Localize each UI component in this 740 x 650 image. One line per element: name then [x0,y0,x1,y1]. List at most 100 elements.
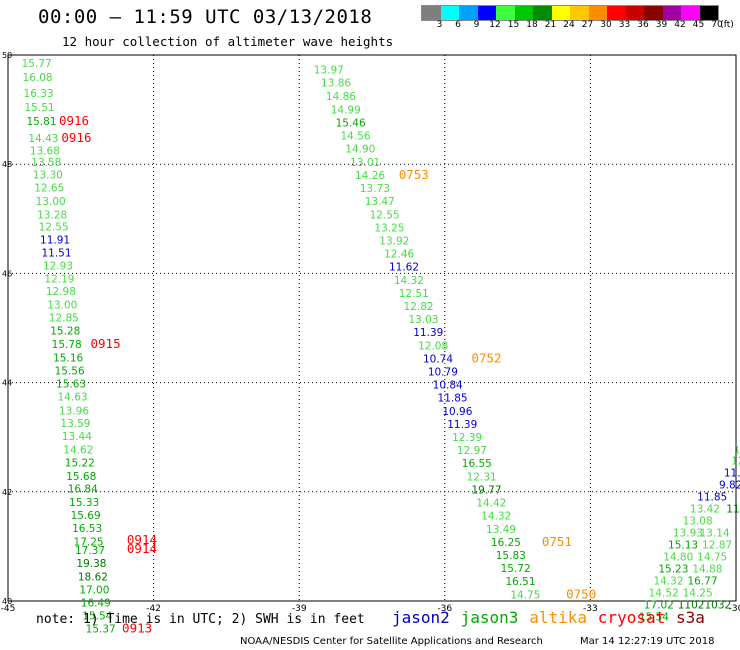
swh-label: 13.00 [36,196,66,208]
swh-label: 16.25 [491,537,521,549]
color-scale-label: 3 [436,20,443,30]
swh-label: 12.65 [34,183,64,195]
swh-label: 14.32 [481,511,511,523]
swh-label: 12.0 [731,456,740,468]
swh-label: 14.43 [28,133,58,145]
swh-label: 17.25 [74,536,104,548]
swh-label: 12.51 [399,288,429,300]
color-scale-swatch [551,6,570,20]
swh-label: 13.03 [408,314,438,326]
swh-label: 16.49 [81,597,111,609]
swh-label: 14.90 [345,144,375,156]
swh-label: 19.77 [471,484,501,496]
swh-label: 15.68 [66,471,96,483]
swh-label: 14.25 [683,588,713,600]
color-scale-swatch [607,6,626,20]
pass-time-label: 0916 [61,130,91,145]
swh-label: 16.84 [68,483,98,495]
swh-label: 14.86 [326,91,356,103]
swh-label: 10.84 [433,380,463,392]
swh-label: 11.51 [41,247,71,259]
pass-time-label: 0753 [399,167,429,182]
lon-tick-label: -36 [437,604,452,614]
swh-label: 13.58 [31,157,61,169]
lon-tick-label: -33 [583,604,598,614]
color-scale-swatch [422,6,441,20]
color-scale-swatch [588,6,607,20]
swh-label: 14.26 [355,170,385,182]
swh-label: 11.60 [724,468,740,480]
swh-label: 15.13 [668,540,698,552]
swh-label: 15.28 [50,326,80,338]
swh-label: 14.63 [58,392,88,404]
lat-tick-label: 40 [2,597,12,606]
swh-label: 11.91 [40,234,70,246]
swh-label: 15.22 [65,458,95,470]
lat-tick-label: 42 [2,488,12,497]
swh-label: 16.77 [687,576,717,588]
color-scale-label: 39 [655,20,668,30]
swh-label: 12.55 [39,221,69,233]
color-scale-swatch [514,6,533,20]
color-scale-swatch [699,6,718,20]
swh-label: 10.74 [423,353,453,365]
map-title: 00:00 – 11:59 UTC 03/13/2018 [38,6,373,28]
color-scale-label: 45 [692,20,705,30]
swh-label: 13.01 [350,157,380,169]
swh-label: 14.52 [649,588,679,600]
color-scale-label: 15 [507,20,520,30]
color-scale-swatch [440,6,459,20]
swh-label: 11.85 [438,393,468,405]
legend-jason3: jason3 [460,608,519,627]
swh-label: 14.32 [653,576,683,588]
swh-label: 13.28 [37,209,67,221]
lon-tick-label: -39 [292,604,307,614]
color-scale-label: 12 [489,20,501,30]
swh-label: 13.30 [33,169,63,181]
legend-jason2: jason2 [392,608,450,627]
color-scale-unit: (ft) [720,20,734,30]
swh-label: 16.55 [462,458,492,470]
swh-label: 13.44 [62,431,92,443]
lat-tick-label: 48 [2,160,12,169]
color-scale-swatch [496,6,515,20]
color-scale-swatch [644,6,663,20]
swh-label: 15.54 [639,612,669,624]
credit-line: NOAA/NESDIS Center for Satellite Applica… [240,636,543,647]
color-scale-label: 42 [674,20,686,30]
color-scale-label: 24 [563,20,575,30]
swh-label: 14.75 [697,552,727,564]
swh-label: 12.97 [457,445,487,457]
swh-label: 12.82 [404,301,434,313]
swh-label: 13.97 [314,65,344,77]
legend-altika: altika [529,608,587,627]
swh-label: 15.51 [25,102,55,114]
swh-label: 11( [726,504,740,516]
color-scale-label: 36 [637,20,649,30]
swh-label: 16.08 [23,72,53,84]
pass-time-label: 0914 [127,532,157,547]
swh-label: 14.62 [63,445,93,457]
swh-label: 15.54 [82,611,112,623]
pass-time-label: 0913 [122,621,152,636]
color-scale-label: 6 [455,20,461,30]
swh-label: 13.86 [321,78,351,90]
color-scale-swatch [681,6,700,20]
swh-label: 14.32 [394,275,424,287]
swh-label: 15.46 [336,118,366,130]
swh-label: 15.69 [71,510,101,522]
swh-label: 13.47 [365,196,395,208]
swh-label: 9.82 [719,480,740,492]
swh-label: 13.93 [673,528,703,540]
swh-label: 17.00 [79,584,109,596]
swh-label: 14.88 [692,564,722,576]
swh-label: 19.38 [76,558,106,570]
swh-label: 15.63 [56,379,86,391]
lat-tick-label: 50 [2,51,12,60]
swh-label: 16.51 [505,576,535,588]
swh-label: 12.31 [467,471,497,483]
legend-cryosat: cryosat [597,608,666,627]
swh-label: 13.59 [60,418,90,430]
